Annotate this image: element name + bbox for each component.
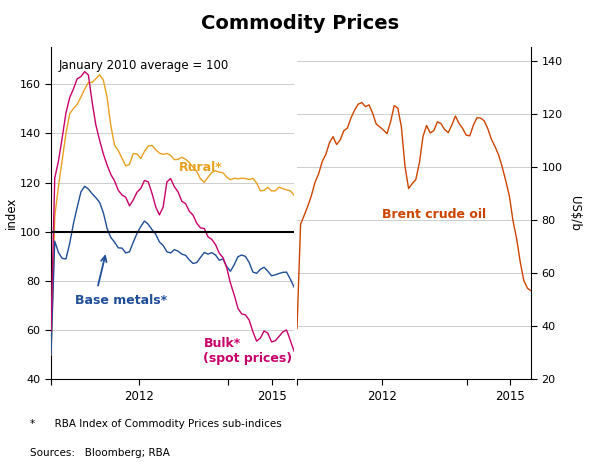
Text: *      RBA Index of Commodity Prices sub-indices: * RBA Index of Commodity Prices sub-indi… bbox=[30, 419, 282, 429]
Text: January 2010 average = 100: January 2010 average = 100 bbox=[58, 59, 229, 72]
Text: Brent crude oil: Brent crude oil bbox=[382, 208, 486, 221]
Text: Sources:   Bloomberg; RBA: Sources: Bloomberg; RBA bbox=[30, 448, 170, 458]
Text: Bulk*
(spot prices): Bulk* (spot prices) bbox=[203, 337, 293, 365]
Y-axis label: US$/b: US$/b bbox=[568, 196, 581, 231]
Text: Base metals*: Base metals* bbox=[76, 294, 167, 307]
Text: Commodity Prices: Commodity Prices bbox=[201, 14, 399, 33]
Text: Rural*: Rural* bbox=[179, 161, 223, 174]
Y-axis label: index: index bbox=[5, 197, 18, 229]
